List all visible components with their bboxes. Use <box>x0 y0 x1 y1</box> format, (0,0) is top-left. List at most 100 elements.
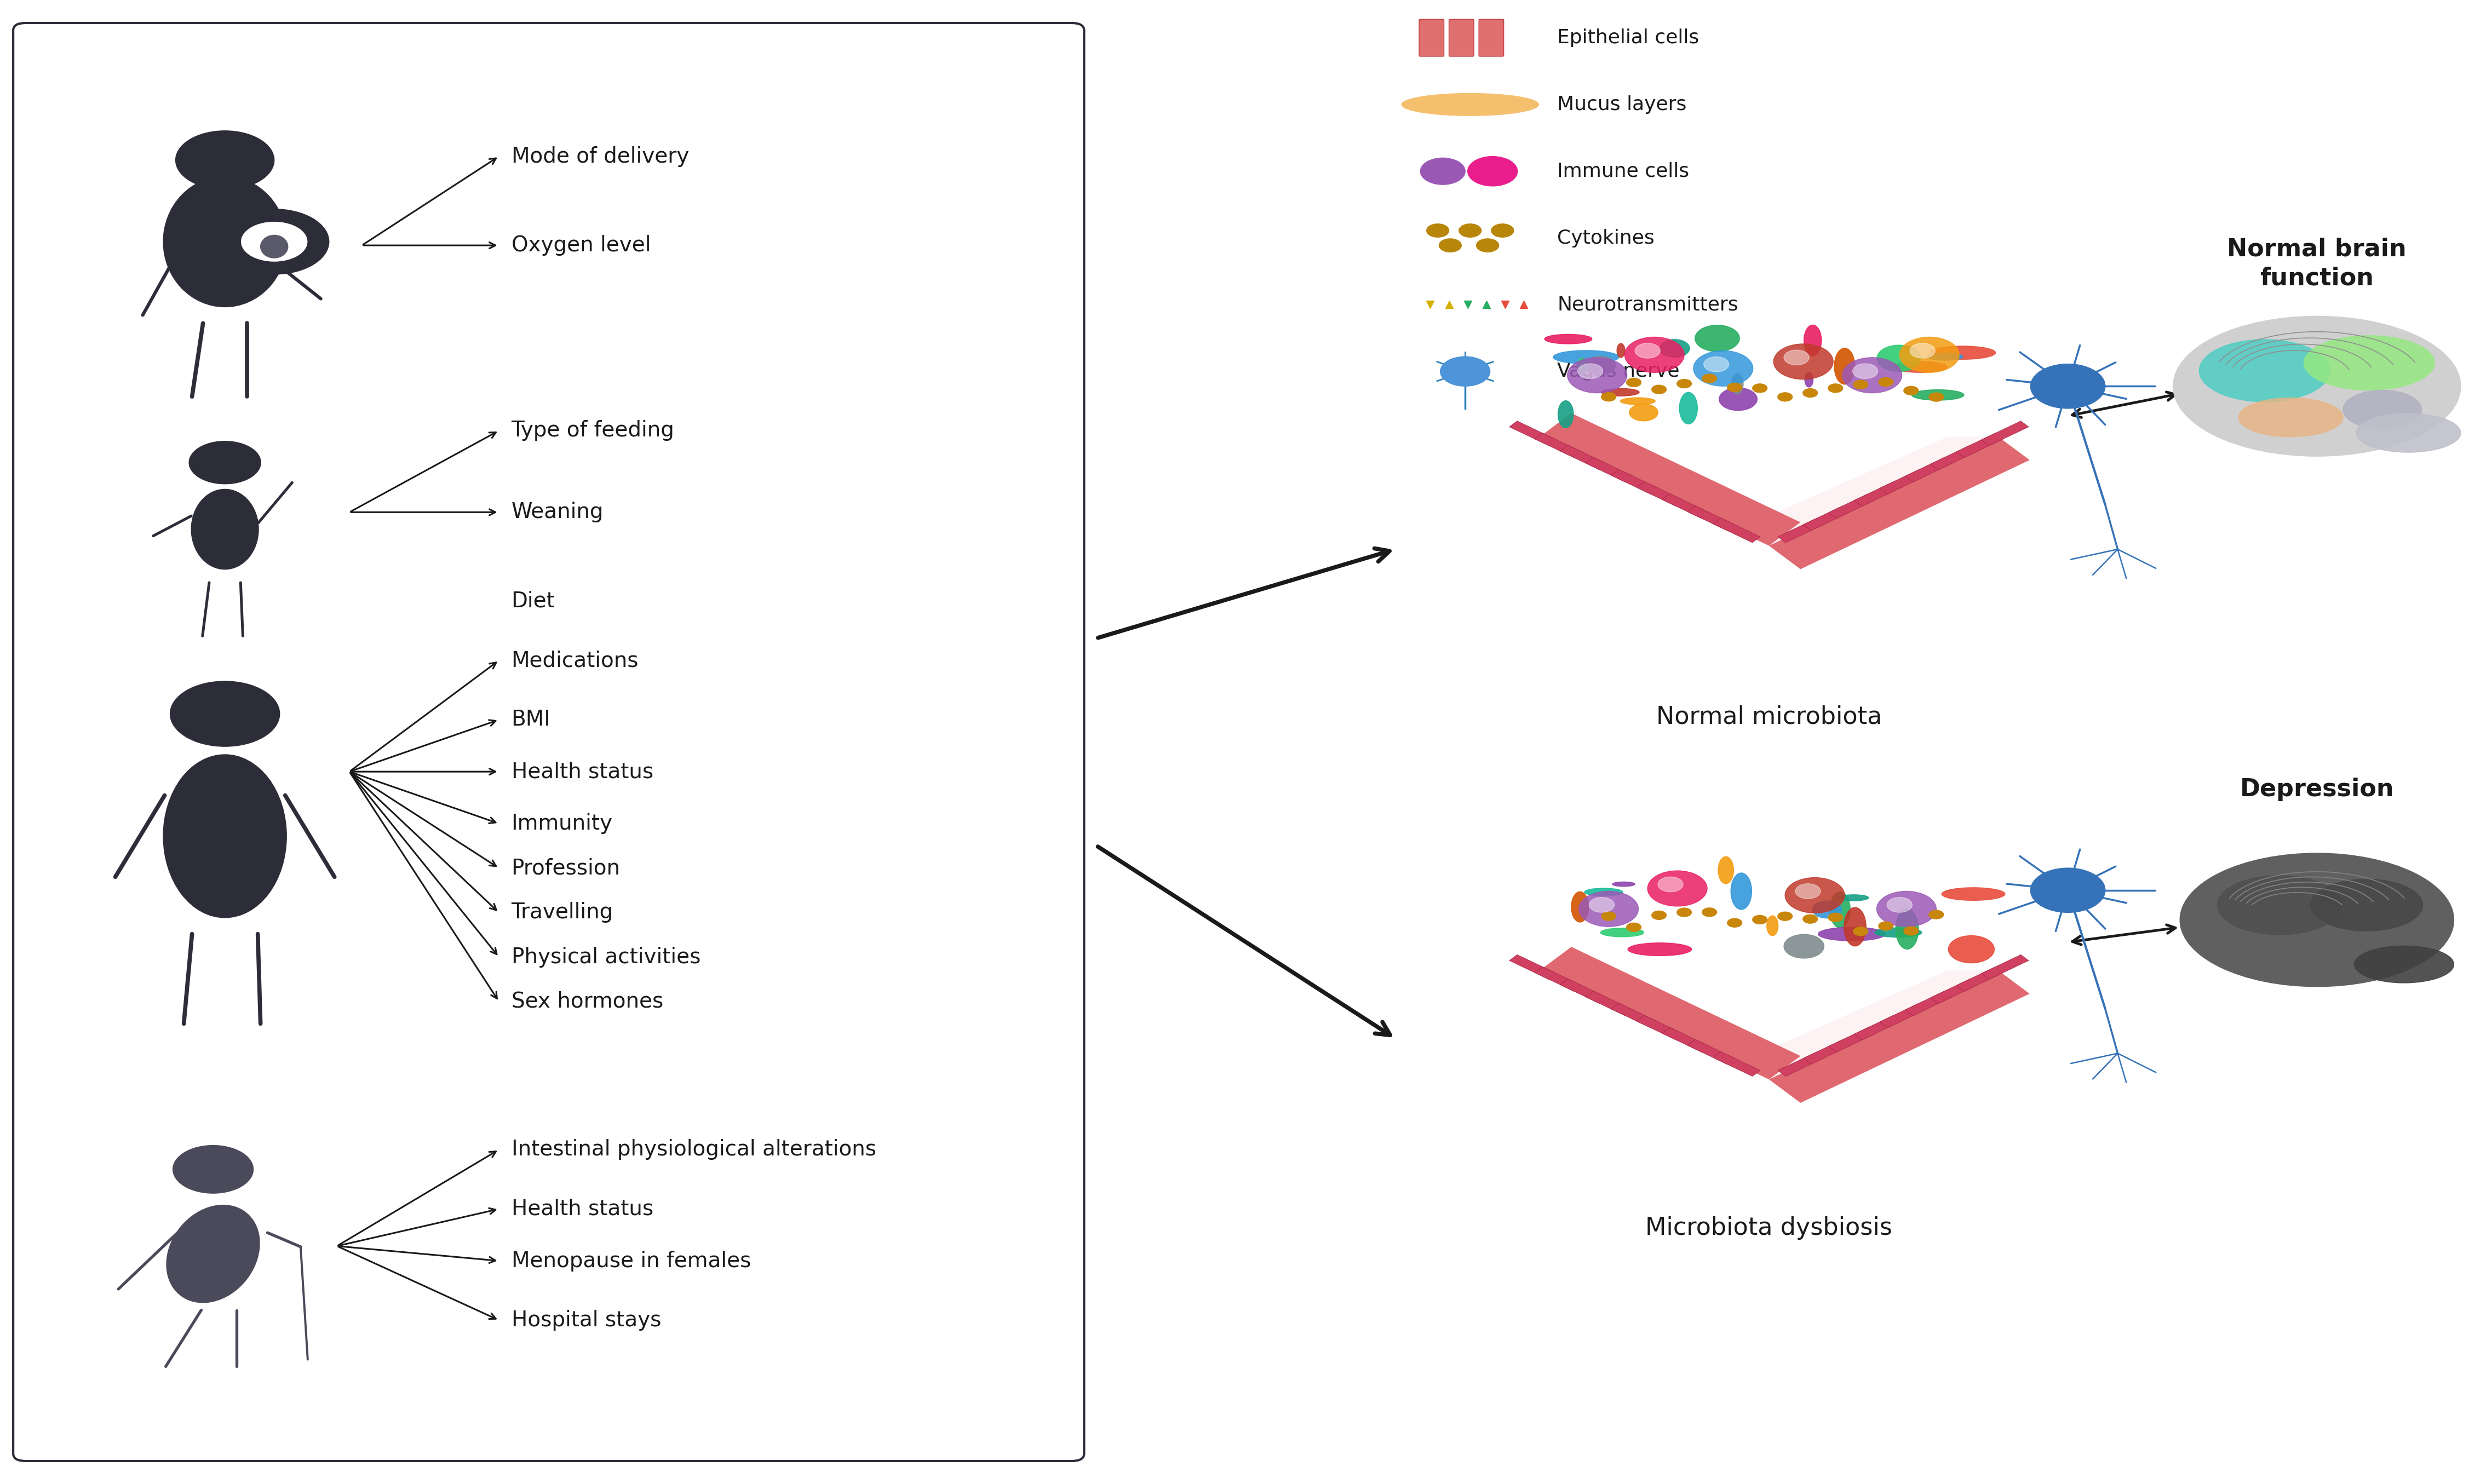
Circle shape <box>1727 383 1742 392</box>
Ellipse shape <box>1717 856 1734 883</box>
Ellipse shape <box>1804 325 1822 356</box>
Polygon shape <box>1535 433 1582 457</box>
Circle shape <box>1949 935 1994 963</box>
Text: Mode of delivery: Mode of delivery <box>511 145 688 166</box>
Text: Medications: Medications <box>511 650 638 671</box>
Polygon shape <box>1612 469 1657 494</box>
Polygon shape <box>1777 1052 1824 1076</box>
Ellipse shape <box>1572 892 1590 922</box>
Circle shape <box>169 681 279 746</box>
Circle shape <box>1879 377 1894 386</box>
Text: Weaning: Weaning <box>511 502 603 522</box>
Ellipse shape <box>1829 892 1849 928</box>
Circle shape <box>1774 344 1834 380</box>
Circle shape <box>1802 914 1817 923</box>
Polygon shape <box>1662 1027 1710 1052</box>
Circle shape <box>1602 911 1615 920</box>
Text: Cytokines: Cytokines <box>1558 229 1655 248</box>
Circle shape <box>1929 910 1944 919</box>
Ellipse shape <box>164 754 287 917</box>
Text: Depression: Depression <box>2240 778 2395 801</box>
Ellipse shape <box>1839 895 1869 901</box>
Polygon shape <box>1585 457 1632 482</box>
Circle shape <box>1886 898 1911 913</box>
Polygon shape <box>1854 1015 1901 1040</box>
Circle shape <box>1899 337 1959 372</box>
Ellipse shape <box>1558 401 1572 427</box>
Circle shape <box>1794 883 1822 899</box>
Ellipse shape <box>1545 334 1592 344</box>
Polygon shape <box>1540 413 1802 546</box>
Circle shape <box>174 131 274 190</box>
Circle shape <box>1812 901 1842 919</box>
Text: Immunity: Immunity <box>511 813 613 834</box>
Text: Intestinal physiological alterations: Intestinal physiological alterations <box>511 1140 877 1160</box>
Circle shape <box>1702 908 1717 917</box>
Polygon shape <box>1981 954 2028 979</box>
Circle shape <box>1625 337 1685 372</box>
Polygon shape <box>1956 433 2004 457</box>
Polygon shape <box>1560 445 1607 470</box>
Ellipse shape <box>1401 93 1538 116</box>
Text: Diet: Diet <box>511 591 556 611</box>
Text: Type of feeding: Type of feeding <box>511 420 675 441</box>
Polygon shape <box>1510 954 1558 979</box>
Polygon shape <box>1854 482 1901 506</box>
Circle shape <box>2031 364 2106 408</box>
Polygon shape <box>1687 506 1734 530</box>
Ellipse shape <box>1553 350 1620 364</box>
Ellipse shape <box>1627 942 1692 956</box>
Circle shape <box>1585 356 1615 375</box>
Circle shape <box>1802 389 1817 398</box>
Circle shape <box>1842 358 1901 393</box>
Circle shape <box>242 223 307 261</box>
Text: Profession: Profession <box>511 858 621 879</box>
Ellipse shape <box>1600 928 1645 936</box>
Circle shape <box>1458 224 1480 237</box>
Polygon shape <box>1904 457 1951 482</box>
Polygon shape <box>1712 1052 1759 1076</box>
Polygon shape <box>1879 1003 1926 1028</box>
Ellipse shape <box>1896 910 1919 950</box>
Polygon shape <box>1981 421 2028 445</box>
Circle shape <box>1727 919 1742 928</box>
Ellipse shape <box>1612 881 1635 886</box>
Ellipse shape <box>167 1205 259 1303</box>
Polygon shape <box>1769 971 2028 1103</box>
Ellipse shape <box>1929 346 1996 359</box>
Circle shape <box>1719 387 1757 411</box>
Ellipse shape <box>1617 343 1625 358</box>
Circle shape <box>189 441 262 484</box>
Ellipse shape <box>192 490 259 570</box>
Circle shape <box>1904 926 1919 935</box>
Ellipse shape <box>262 234 289 258</box>
Polygon shape <box>1804 1040 1852 1064</box>
Ellipse shape <box>1732 873 1752 910</box>
Circle shape <box>1660 340 1690 358</box>
Polygon shape <box>1585 991 1632 1015</box>
Text: Microbiota dysbiosis: Microbiota dysbiosis <box>1645 1217 1891 1241</box>
Polygon shape <box>1612 1003 1657 1028</box>
Circle shape <box>1567 358 1627 393</box>
Text: Epithelial cells: Epithelial cells <box>1558 28 1700 47</box>
Text: Health status: Health status <box>511 1199 653 1220</box>
Circle shape <box>1876 892 1936 926</box>
Circle shape <box>1752 916 1767 925</box>
FancyBboxPatch shape <box>1448 19 1473 56</box>
Ellipse shape <box>2200 340 2330 402</box>
Polygon shape <box>1804 506 1852 530</box>
Ellipse shape <box>1844 907 1867 947</box>
Circle shape <box>2031 868 2106 913</box>
Circle shape <box>1752 384 1767 393</box>
Polygon shape <box>1637 1015 1685 1040</box>
Ellipse shape <box>2238 398 2342 436</box>
Ellipse shape <box>1732 374 1744 395</box>
Text: Sex hormones: Sex hormones <box>511 991 663 1012</box>
Ellipse shape <box>1585 889 1622 896</box>
Circle shape <box>1695 325 1739 352</box>
Ellipse shape <box>164 177 287 307</box>
Circle shape <box>1630 404 1657 421</box>
Text: Hospital stays: Hospital stays <box>511 1310 660 1331</box>
Polygon shape <box>1931 445 1979 470</box>
Polygon shape <box>1777 518 1824 543</box>
